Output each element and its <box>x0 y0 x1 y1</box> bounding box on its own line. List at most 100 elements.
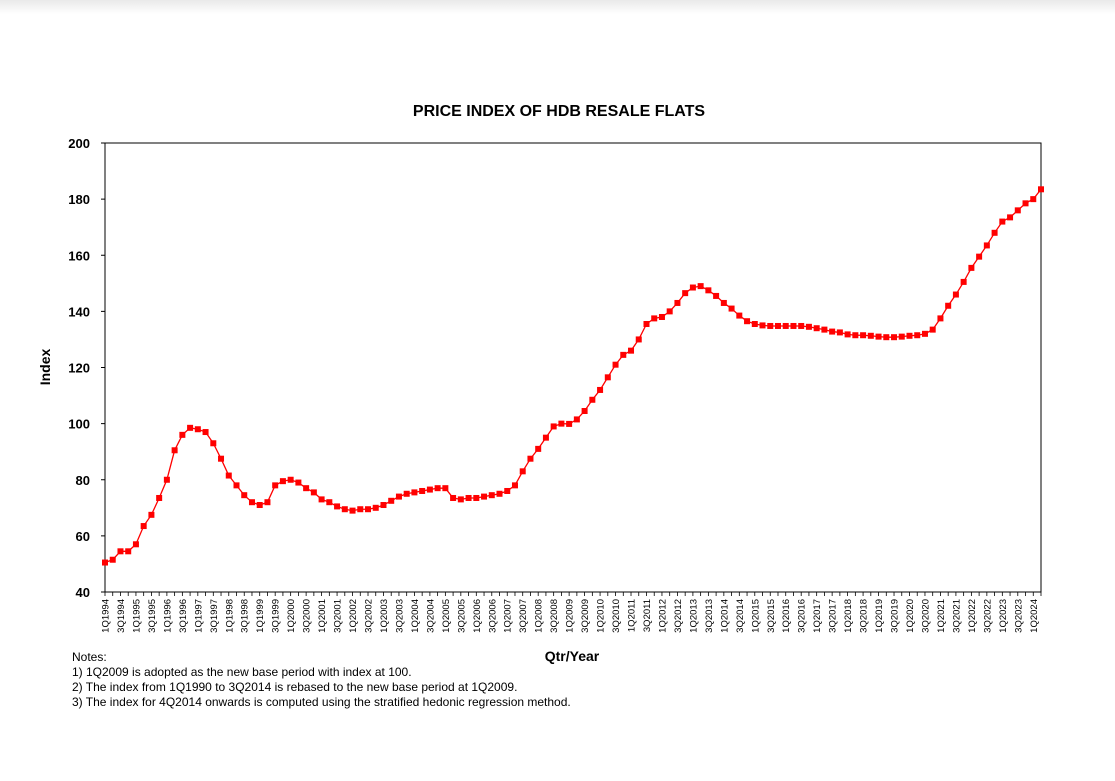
x-tick-label: 1Q2000 <box>286 599 297 633</box>
data-point <box>983 242 990 249</box>
x-tick-label: 1Q2011 <box>627 599 638 632</box>
x-tick-label: 3Q1997 <box>209 599 220 633</box>
data-point <box>341 506 348 513</box>
data-point <box>542 434 549 441</box>
data-point <box>102 559 108 566</box>
x-tick-label: 1Q2021 <box>936 599 947 633</box>
x-tick-label: 3Q1994 <box>116 599 127 633</box>
data-point <box>140 523 147 530</box>
data-point <box>952 291 959 298</box>
data-point <box>728 305 735 312</box>
note-3: 3) The index for 4Q2014 onwards is compu… <box>72 695 571 709</box>
data-point <box>132 541 139 548</box>
data-point <box>117 548 124 555</box>
x-tick-label: 3Q2003 <box>394 599 405 633</box>
data-point <box>202 429 209 436</box>
notes-heading: Notes: <box>72 650 107 664</box>
chart-title: PRICE INDEX OF HDB RESALE FLATS <box>413 103 705 120</box>
data-point <box>844 331 851 338</box>
note-1: 1) 1Q2009 is adopted as the new base per… <box>72 665 412 679</box>
x-tick-label: 1Q2005 <box>441 599 452 633</box>
data-point <box>836 329 843 336</box>
data-point <box>488 492 495 499</box>
data-point <box>759 322 766 329</box>
data-point <box>326 499 333 506</box>
data-point <box>303 485 310 492</box>
data-point <box>682 290 689 297</box>
data-point <box>620 351 627 358</box>
data-point <box>1030 196 1037 203</box>
data-point <box>1038 186 1044 193</box>
series-group <box>102 186 1044 566</box>
data-point <box>612 361 619 368</box>
x-tick-label: 1Q2003 <box>379 599 390 633</box>
data-point <box>782 322 789 329</box>
data-point <box>968 264 975 271</box>
y-tick-label: 120 <box>68 361 90 376</box>
data-point <box>395 493 402 500</box>
data-point <box>852 332 859 339</box>
data-point <box>821 326 828 333</box>
data-point <box>310 489 317 496</box>
data-point <box>187 424 194 431</box>
data-point <box>914 332 921 339</box>
note-2: 2) The index from 1Q1990 to 3Q2014 is re… <box>72 680 518 694</box>
data-point <box>465 494 472 501</box>
data-point <box>790 322 797 329</box>
x-tick-label: 1Q2001 <box>317 599 328 633</box>
x-tick-label: 3Q1995 <box>147 599 158 633</box>
x-axis: 1Q1994 3Q1994 1Q1995 3Q1995 1Q1996 3Q1996 1Q19… <box>101 592 1042 633</box>
data-point <box>813 325 820 332</box>
data-point <box>1007 214 1014 221</box>
data-point <box>774 322 781 329</box>
y-tick-label: 60 <box>76 529 90 544</box>
data-point <box>1022 200 1029 207</box>
data-point <box>867 332 874 339</box>
data-point <box>256 502 263 509</box>
x-tick-label: 1Q2024 <box>1029 599 1040 633</box>
data-point <box>744 318 751 325</box>
x-tick-label: 1Q1997 <box>193 599 204 633</box>
data-point <box>109 556 116 563</box>
x-tick-label: 3Q2009 <box>580 599 591 633</box>
data-point <box>334 503 341 510</box>
data-point <box>604 374 611 381</box>
x-tick-label: 3Q2023 <box>1013 599 1024 633</box>
x-tick-label: 1Q2016 <box>781 599 792 633</box>
x-tick-label: 1Q1996 <box>162 599 173 633</box>
data-point <box>558 420 565 427</box>
data-point <box>697 283 704 290</box>
y-axis: 40 60 80 100 120 140 160 180 200 <box>68 136 105 600</box>
y-tick-label: 160 <box>68 248 90 263</box>
data-point <box>318 496 325 503</box>
data-point <box>241 492 248 499</box>
x-tick-label: 1Q2022 <box>967 599 978 633</box>
data-point <box>658 313 665 320</box>
x-tick-label: 1Q2009 <box>565 599 576 633</box>
data-point <box>898 333 905 340</box>
data-point <box>279 478 286 485</box>
x-tick-label: 1Q1999 <box>255 599 266 633</box>
x-tick-label: 1Q2010 <box>596 599 607 633</box>
data-point <box>573 416 580 423</box>
x-tick-label: 3Q2017 <box>828 599 839 633</box>
data-point <box>388 497 395 504</box>
data-point <box>225 472 232 479</box>
data-point <box>210 440 217 447</box>
data-point <box>411 489 418 496</box>
data-point <box>365 506 372 513</box>
data-point <box>713 292 720 299</box>
x-tick-label: 3Q2007 <box>518 599 529 633</box>
x-tick-label: 3Q2008 <box>549 599 560 633</box>
data-point <box>218 455 225 462</box>
data-point <box>960 278 967 285</box>
data-point <box>527 455 534 462</box>
data-point <box>674 299 681 306</box>
y-tick-label: 200 <box>68 136 90 151</box>
x-tick-label: 1Q1998 <box>224 599 235 633</box>
data-point <box>767 322 774 329</box>
x-tick-label: 1Q2023 <box>998 599 1009 633</box>
data-point <box>1014 207 1021 214</box>
data-point <box>357 506 364 513</box>
data-point <box>519 468 526 475</box>
